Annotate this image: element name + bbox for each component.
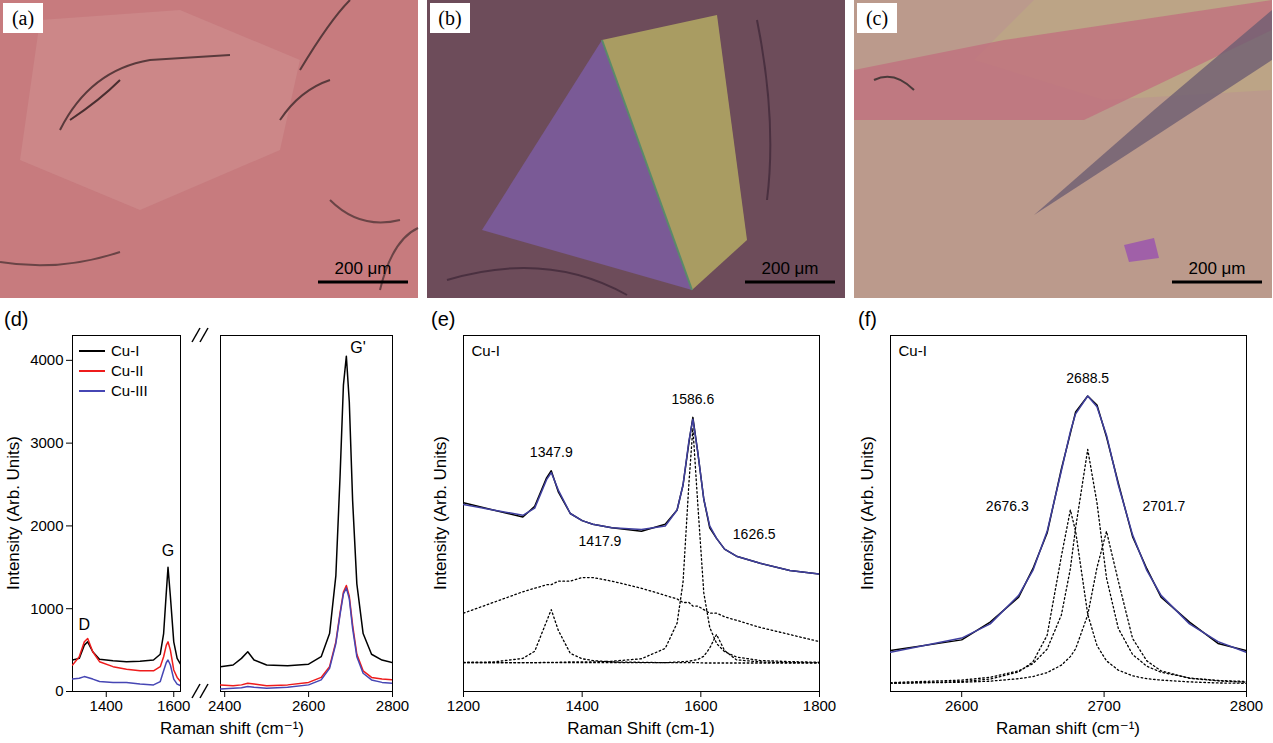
- svg-text:1600: 1600: [157, 697, 190, 714]
- html-text:(e): (e): [431, 308, 456, 330]
- svg-text:2701.7: 2701.7: [1142, 498, 1185, 514]
- svg-text:Cu-I: Cu-I: [899, 342, 927, 359]
- svg-text:2800: 2800: [1230, 697, 1263, 714]
- html-text:Raman shift (cm⁻¹): Raman shift (cm⁻¹): [160, 719, 304, 738]
- svg-text:2600: 2600: [945, 697, 978, 714]
- svg-text:0: 0: [55, 682, 63, 699]
- html-text:(f): (f): [858, 308, 877, 330]
- svg-text:1347.9: 1347.9: [530, 444, 573, 460]
- svg-text:1600: 1600: [684, 697, 717, 714]
- svg-text:(b): (b): [438, 7, 461, 30]
- svg-text:200 μm: 200 μm: [1188, 259, 1245, 278]
- svg-text:2800: 2800: [376, 697, 409, 714]
- html-text:Cu-I: Cu-I: [111, 342, 140, 359]
- svg-text:2700: 2700: [1087, 697, 1120, 714]
- html-text:(d): (d): [4, 308, 29, 330]
- html-text:Cu-II: Cu-II: [111, 362, 144, 379]
- svg-text:2600: 2600: [292, 697, 325, 714]
- svg-text:200 μm: 200 μm: [334, 259, 391, 278]
- svg-text:1400: 1400: [565, 697, 598, 714]
- svg-text:(a): (a): [12, 7, 34, 30]
- svg-text:1586.6: 1586.6: [671, 391, 714, 407]
- svg-text:D: D: [79, 616, 91, 633]
- svg-text:1417.9: 1417.9: [579, 533, 622, 549]
- svg-text:4000: 4000: [30, 351, 63, 368]
- svg-text:2000: 2000: [30, 517, 63, 534]
- svg-text:G': G': [350, 339, 366, 356]
- svg-text:Cu-I: Cu-I: [472, 342, 500, 359]
- svg-text:3000: 3000: [30, 434, 63, 451]
- svg-text:1200: 1200: [447, 697, 480, 714]
- svg-text:2688.5: 2688.5: [1066, 370, 1109, 386]
- svg-text:2400: 2400: [208, 697, 241, 714]
- html-text:Intensity (Arb. Units): Intensity (Arb. Units): [4, 436, 23, 590]
- html-text:Raman shift (cm⁻¹): Raman shift (cm⁻¹): [996, 719, 1140, 738]
- html-text:Raman Shift (cm-1): Raman Shift (cm-1): [567, 719, 715, 738]
- svg-text:1400: 1400: [90, 697, 123, 714]
- svg-text:2676.3: 2676.3: [986, 498, 1029, 514]
- svg-text:1626.5: 1626.5: [733, 526, 776, 542]
- svg-text:1000: 1000: [30, 600, 63, 617]
- svg-text:200 μm: 200 μm: [761, 259, 818, 278]
- svg-text:G: G: [162, 542, 174, 559]
- html-text:Intensity (Arb. Units): Intensity (Arb. Units): [858, 436, 877, 590]
- html-text:Cu-III: Cu-III: [111, 382, 148, 399]
- html-text:Intensity (Arb. Units): Intensity (Arb. Units): [431, 436, 450, 590]
- svg-text:1800: 1800: [803, 697, 836, 714]
- svg-text:(c): (c): [866, 7, 888, 30]
